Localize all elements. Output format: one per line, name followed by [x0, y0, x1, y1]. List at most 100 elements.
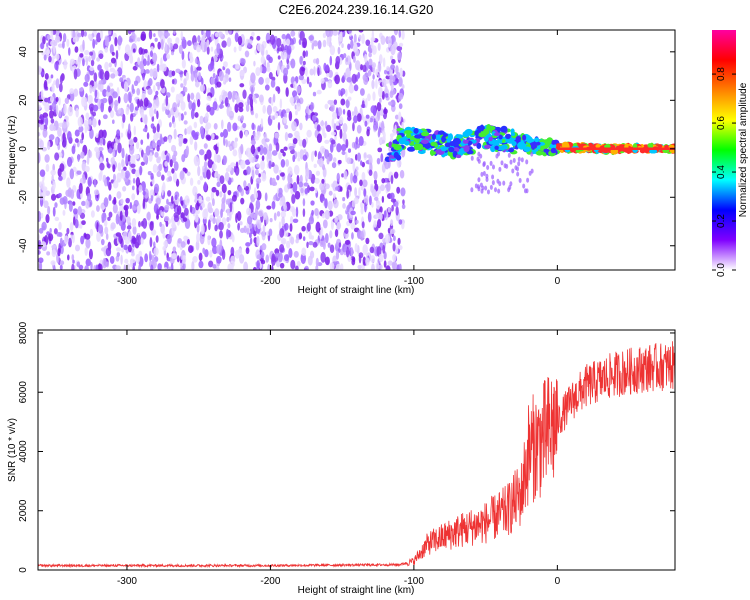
- spectrogram-noise-mark: [110, 157, 116, 164]
- spectrogram-noise-mark: [288, 145, 295, 150]
- spectrogram-noise-mark: [330, 131, 336, 136]
- spectrogram-noise-mark: [222, 77, 226, 83]
- spectrogram-signal-mark: [421, 131, 430, 137]
- spectrogram-noise-mark: [207, 63, 213, 72]
- spectrogram-noise-mark: [39, 124, 45, 131]
- spectrogram-noise-mark: [250, 144, 256, 155]
- spectrogram-noise-mark: [373, 170, 378, 181]
- spectrogram-noise-mark: [359, 179, 363, 187]
- spectrogram-tail-mark: [505, 163, 509, 169]
- spectrogram-noise-mark: [55, 104, 59, 116]
- spectrogram-noise-mark: [38, 211, 42, 222]
- spectrogram-noise-mark: [183, 235, 188, 241]
- spectrogram-noise-mark: [292, 218, 299, 224]
- spectrogram-noise-mark: [246, 207, 252, 216]
- spectrogram-noise-mark: [362, 179, 368, 188]
- spectrogram-noise-mark: [74, 138, 79, 143]
- spectrogram-noise-mark: [370, 38, 374, 50]
- spectrogram-noise-mark: [283, 230, 289, 237]
- spectrogram-noise-mark: [214, 171, 219, 178]
- spectrogram-noise-mark: [43, 54, 47, 61]
- spectrogram-noise-mark: [173, 150, 178, 157]
- spectrogram-noise-mark: [143, 188, 149, 199]
- spectrogram-noise-mark: [246, 166, 251, 175]
- spectrogram-noise-mark: [328, 190, 333, 196]
- spectrogram-noise-mark: [182, 262, 186, 270]
- spectrogram-noise-mark: [195, 202, 200, 211]
- spectrogram-noise-mark: [238, 107, 244, 113]
- spectrogram-noise-mark: [202, 209, 208, 220]
- spectrogram-noise-mark: [252, 266, 257, 270]
- spectrogram-noise-mark: [276, 175, 280, 181]
- spectrogram-noise-mark: [220, 208, 223, 218]
- spectrogram-noise-mark: [295, 265, 299, 270]
- spectrogram-noise-mark: [266, 54, 271, 61]
- spectrogram-noise-mark: [255, 112, 259, 119]
- spectrogram-noise-mark: [377, 73, 381, 78]
- spectrogram-noise-mark: [109, 110, 115, 119]
- spectrogram-noise-mark: [363, 76, 369, 85]
- spectrogram-noise-mark: [351, 73, 357, 84]
- spectrogram-noise-mark: [59, 260, 65, 266]
- spectrogram-noise-mark: [227, 223, 231, 229]
- spectrogram-noise-mark: [220, 132, 224, 138]
- spectrogram-noise-mark: [224, 30, 229, 36]
- spectrogram-noise-mark: [350, 172, 354, 184]
- spectrogram-signal-mark: [523, 146, 531, 152]
- spectrogram-noise-mark: [43, 79, 48, 90]
- spectrogram-noise-mark: [171, 222, 176, 229]
- spectrogram-noise-mark: [350, 39, 354, 50]
- spectrogram-noise-mark: [286, 45, 292, 55]
- spectrogram-signal-mark: [452, 137, 461, 145]
- spectrogram-noise-mark: [90, 59, 95, 67]
- spectrogram-noise-mark: [315, 170, 321, 176]
- spectrogram-noise-mark: [279, 262, 285, 269]
- spectrogram-noise-mark: [197, 60, 201, 67]
- spectrogram-noise-mark: [46, 34, 51, 40]
- spectrogram-noise-mark: [317, 40, 322, 50]
- spectrogram-noise-mark: [207, 219, 211, 231]
- spectrogram-noise-mark: [257, 146, 261, 152]
- spectrogram-noise-mark: [145, 69, 150, 74]
- spectrogram-noise-mark: [131, 237, 137, 245]
- spectrogram-noise-mark: [86, 155, 90, 165]
- spectrogram-noise-mark: [365, 39, 371, 46]
- spectrogram-y-tick-label: 0: [18, 146, 29, 152]
- spectrogram-noise-mark: [353, 84, 359, 92]
- spectrogram-noise-mark: [378, 232, 384, 240]
- spectrogram-noise-mark: [397, 51, 402, 61]
- spectrogram-noise-mark: [292, 137, 298, 145]
- spectrogram-noise-mark: [201, 30, 204, 36]
- spectrogram-noise-mark: [197, 165, 201, 177]
- spectrogram-noise-mark: [204, 116, 208, 124]
- spectrogram-signal-mark: [406, 133, 412, 139]
- spectrogram-noise-mark: [256, 35, 261, 41]
- spectrogram-signal-mark: [551, 139, 556, 145]
- spectrogram-noise-mark: [226, 216, 230, 223]
- spectrogram-noise-mark: [125, 106, 130, 115]
- spectrogram-noise-mark: [205, 30, 211, 39]
- spectrogram-noise-mark: [153, 133, 159, 141]
- spectrogram-tail-mark: [517, 161, 521, 167]
- spectrogram-noise-mark: [108, 30, 112, 36]
- spectrogram-noise-mark: [238, 44, 242, 52]
- spectrogram-noise-mark: [299, 174, 303, 184]
- spectrogram-noise-mark: [200, 224, 205, 235]
- spectrogram-noise-mark: [140, 139, 144, 145]
- spectrogram-noise-mark: [199, 149, 205, 156]
- spectrogram-noise-mark: [140, 112, 145, 118]
- spectrogram-noise-mark: [172, 102, 178, 112]
- spectrogram-noise-mark: [398, 263, 402, 270]
- spectrogram-tail-mark: [480, 171, 484, 177]
- spectrogram-noise-mark: [101, 212, 107, 222]
- spectrogram-noise-mark: [256, 254, 262, 260]
- spectrogram-noise-mark: [296, 174, 300, 185]
- spectrogram-noise-mark: [174, 194, 178, 201]
- spectrogram-noise-mark: [302, 50, 306, 58]
- spectrogram-noise-mark: [177, 238, 182, 244]
- spectrogram-noise-mark: [222, 128, 229, 138]
- spectrogram-noise-mark: [206, 149, 212, 160]
- spectrogram-noise-mark: [248, 93, 253, 101]
- spectrogram-tail-mark: [476, 156, 480, 162]
- spectrogram-noise-mark: [181, 154, 186, 163]
